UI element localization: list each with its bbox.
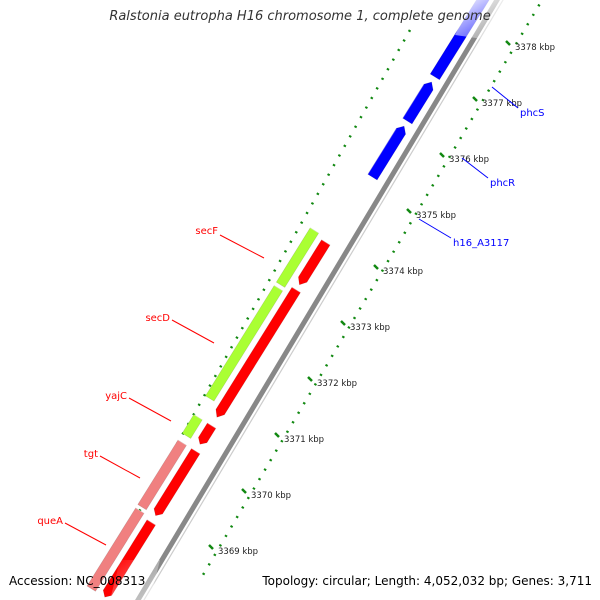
bottom-fade-overlay — [110, 560, 160, 600]
gene-reverse-1-highlight — [321, 239, 331, 246]
gene-reverse-5-highlight — [146, 519, 156, 526]
scale-tick-label: 3370 kbp — [251, 491, 291, 501]
scale-tick-label: 3374 kbp — [383, 267, 423, 277]
callout-line — [491, 86, 519, 109]
callout-line — [171, 319, 215, 344]
genome-summary-label: Topology: circular; Length: 4,052,032 bp… — [262, 574, 592, 588]
scale-tick — [505, 40, 511, 46]
scale-tick — [472, 96, 478, 102]
cds-green-2 — [205, 285, 284, 402]
map-title: Ralstonia eutropha H16 chromosome 1, com… — [109, 9, 491, 24]
scale-tick-label: 3371 kbp — [284, 435, 324, 445]
scale-tick — [373, 264, 379, 270]
top-fade-overlay — [455, 0, 520, 40]
gene-reverse-4-highlight — [191, 448, 201, 455]
gene-reverse-1 — [298, 239, 331, 286]
gene-reverse-3 — [198, 422, 217, 445]
cds-green-1-highlight — [309, 227, 319, 234]
backbone-line — [135, 0, 500, 600]
cds-pink-1-highlight — [177, 439, 187, 446]
scale-tick — [340, 320, 346, 326]
gene-reverse-2 — [215, 286, 301, 418]
cds-pink-2 — [86, 507, 145, 592]
cds-green-2-highlight — [273, 285, 283, 292]
gene-forward-mid-highlight — [402, 83, 425, 119]
callout-line — [99, 455, 141, 479]
callout-line — [64, 522, 107, 546]
scale-tick — [439, 152, 445, 158]
accession-label: Accession: NC_008313 — [9, 574, 146, 588]
gene-label-reverse: secD — [145, 313, 170, 324]
scale-tick-label: 3373 kbp — [350, 323, 390, 333]
scale-tick — [241, 488, 247, 494]
callout-line — [418, 218, 452, 239]
gene-forward-bottom-highlight — [367, 128, 397, 175]
cds-pink-1 — [137, 439, 187, 511]
scale-tick-label: 3375 kbp — [416, 211, 456, 221]
gene-label-forward: phcR — [490, 178, 515, 189]
gene-label-reverse: yajC — [105, 391, 127, 402]
scale-tick — [274, 432, 280, 438]
cds-green-1 — [275, 227, 320, 288]
gene-reverse-3-highlight — [207, 422, 217, 429]
gene-label-reverse: queA — [37, 516, 63, 527]
callout-line — [128, 397, 172, 422]
cds-green-3-highlight — [193, 414, 203, 421]
cds-green-3 — [181, 414, 203, 439]
gene-label-reverse: secF — [195, 226, 218, 237]
gene-label-reverse: tgt — [84, 449, 98, 460]
gene-forward-mid — [402, 81, 434, 125]
scale-tick-label: 3372 kbp — [317, 379, 357, 389]
scale-tick-label: 3378 kbp — [515, 43, 555, 53]
scale-tick-label: 3369 kbp — [218, 547, 258, 557]
gene-forward-bottom — [367, 125, 406, 181]
callout-line — [461, 157, 489, 179]
gene-label-forward: h16_A3117 — [453, 238, 509, 249]
callout-line — [219, 234, 265, 259]
scale-tick-label: 3376 kbp — [449, 155, 489, 165]
scale-tick — [208, 544, 214, 550]
cds-pink-2-highlight — [135, 507, 145, 514]
scale-tick — [307, 376, 313, 382]
scale-tick — [406, 208, 412, 214]
gene-reverse-2-highlight — [291, 286, 301, 293]
gene-label-forward: phcS — [520, 108, 545, 119]
scale-tick-label: 3377 kbp — [482, 99, 522, 109]
gene-reverse-4 — [153, 448, 201, 516]
backbone-edge — [143, 0, 504, 600]
